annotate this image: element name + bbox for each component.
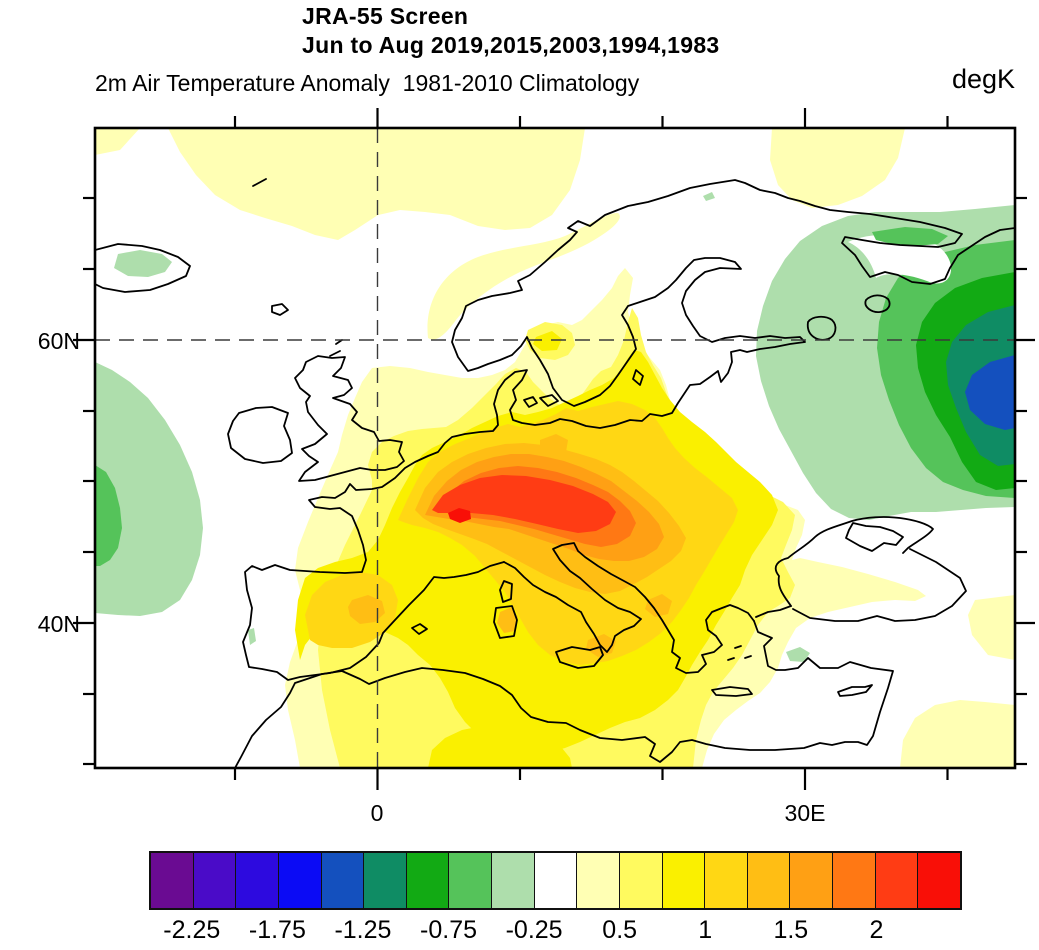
map-border	[93, 126, 1017, 770]
title-line-2: Jun to Aug 2019,2015,2003,1994,1983	[302, 32, 720, 58]
coastline-iceland	[95, 243, 191, 293]
colorbar-tick-label: 0.5	[602, 916, 638, 944]
coastline-jan-mayen	[252, 178, 267, 187]
coastline-africa-levant-turkey	[234, 605, 894, 768]
cold-norway-speck	[703, 192, 715, 201]
colorbar-cell	[364, 853, 407, 908]
coastline-black-sea-south	[792, 548, 967, 622]
warm-edge-georgia	[968, 595, 1015, 660]
lake-onega	[864, 294, 891, 313]
colorbar-cell	[747, 853, 791, 908]
warm-denmark-spot	[540, 434, 568, 458]
warm-sardinia-spot	[497, 607, 518, 633]
coastline-italy-balkans-greece	[503, 542, 755, 674]
colorbar-labels: -2.25 -1.75 -1.25 -0.75 -0.25 0.5 1 1.5 2	[149, 916, 962, 950]
colorbar-cell	[875, 853, 919, 908]
colorbar-cell	[662, 853, 706, 908]
coastline-faroe	[271, 303, 289, 316]
colorbar-cell	[236, 853, 279, 908]
cold-anomaly-fills	[95, 192, 1015, 662]
colorbar-cell	[833, 853, 876, 908]
warm-core-max	[448, 508, 471, 523]
islands-denmark	[523, 394, 559, 408]
cold-core-min	[965, 355, 1015, 430]
warm-corner-topleft	[95, 128, 140, 155]
warm-band-arctic	[168, 128, 585, 240]
lat-label-60n: 60N	[37, 328, 80, 354]
colorbar	[149, 851, 962, 910]
colorbar-cell	[918, 853, 960, 908]
colorbar-cell	[151, 853, 194, 908]
lat-label-40n: 40N	[37, 611, 80, 637]
cold-kola-lens	[872, 227, 948, 246]
colorbar-tick-label: -1.25	[334, 916, 392, 944]
lake-ladoga	[806, 315, 837, 341]
colorbar-cell	[492, 853, 535, 908]
warm-main-2	[432, 475, 616, 533]
coastline-ireland	[227, 406, 293, 464]
warm-corner-bottomright	[900, 700, 1015, 768]
lon-ticks-bottom	[233, 768, 949, 790]
island-corsica	[499, 580, 513, 603]
coastline-crimea	[845, 522, 904, 552]
coastlines	[95, 178, 1015, 768]
lon-label-0: 0	[370, 800, 384, 826]
warm-africa-patch	[428, 726, 572, 768]
colorbar-cell	[577, 853, 620, 908]
coastline-great-britain	[294, 355, 405, 482]
variable-subtitle: 2m Air Temperature Anomaly 1981-2010 Cli…	[95, 70, 640, 96]
colorbar-cell	[321, 853, 365, 908]
island-sicily	[555, 646, 604, 669]
colorbar-tick-label: -0.75	[420, 916, 478, 944]
colorbar-tick-label: -2.25	[163, 916, 221, 944]
colorbar-tick-label: -0.25	[505, 916, 563, 944]
colorbar-tick-label: 1	[698, 916, 713, 944]
gridlines	[95, 128, 1015, 768]
lon-ticks-top	[233, 108, 949, 128]
warm-spain-spot	[348, 595, 385, 624]
cold-iceland-patch	[114, 250, 172, 277]
cold-atlantic-core	[95, 465, 122, 566]
title-line-1: JRA-55 Screen	[302, 3, 469, 29]
island-gotland	[632, 369, 644, 386]
cold-portugal-sliver	[248, 628, 256, 645]
colorbar-tick-label: 2	[869, 916, 884, 944]
island-sardinia	[493, 605, 518, 639]
island-mallorca	[411, 623, 428, 635]
colorbar-tick-label: -1.75	[248, 916, 306, 944]
islands-aegean	[727, 645, 752, 661]
colorbar-cell	[534, 853, 578, 908]
colorbar-cell	[406, 853, 450, 908]
island-crete	[711, 686, 753, 697]
coastline-mainland-europe	[242, 179, 1015, 681]
colorbar-cell	[278, 853, 322, 908]
warm-norway-offshore	[427, 212, 620, 340]
lat-ticks-right	[1015, 196, 1035, 766]
colorbar-cell	[705, 853, 748, 908]
map-border-and-ticks	[73, 108, 1035, 790]
island-cyprus	[837, 684, 873, 697]
coastline-black-sea-north	[774, 516, 934, 607]
colorbar-cell	[619, 853, 663, 908]
warm-band-arctic-east	[770, 128, 905, 208]
warm-greece-spot	[645, 594, 672, 617]
warm-oslo-core	[533, 331, 562, 351]
cold-turkey-dot	[786, 647, 810, 662]
cold-atlantic-patch	[95, 362, 203, 616]
colorbar-cell	[193, 853, 237, 908]
units-label: degK	[951, 64, 1015, 94]
colorbar-cell	[790, 853, 833, 908]
lon-label-30e: 30E	[784, 800, 826, 826]
lat-ticks-left	[73, 196, 95, 766]
colorbar-tick-label: 1.5	[773, 916, 809, 944]
colorbar-cell	[449, 853, 492, 908]
